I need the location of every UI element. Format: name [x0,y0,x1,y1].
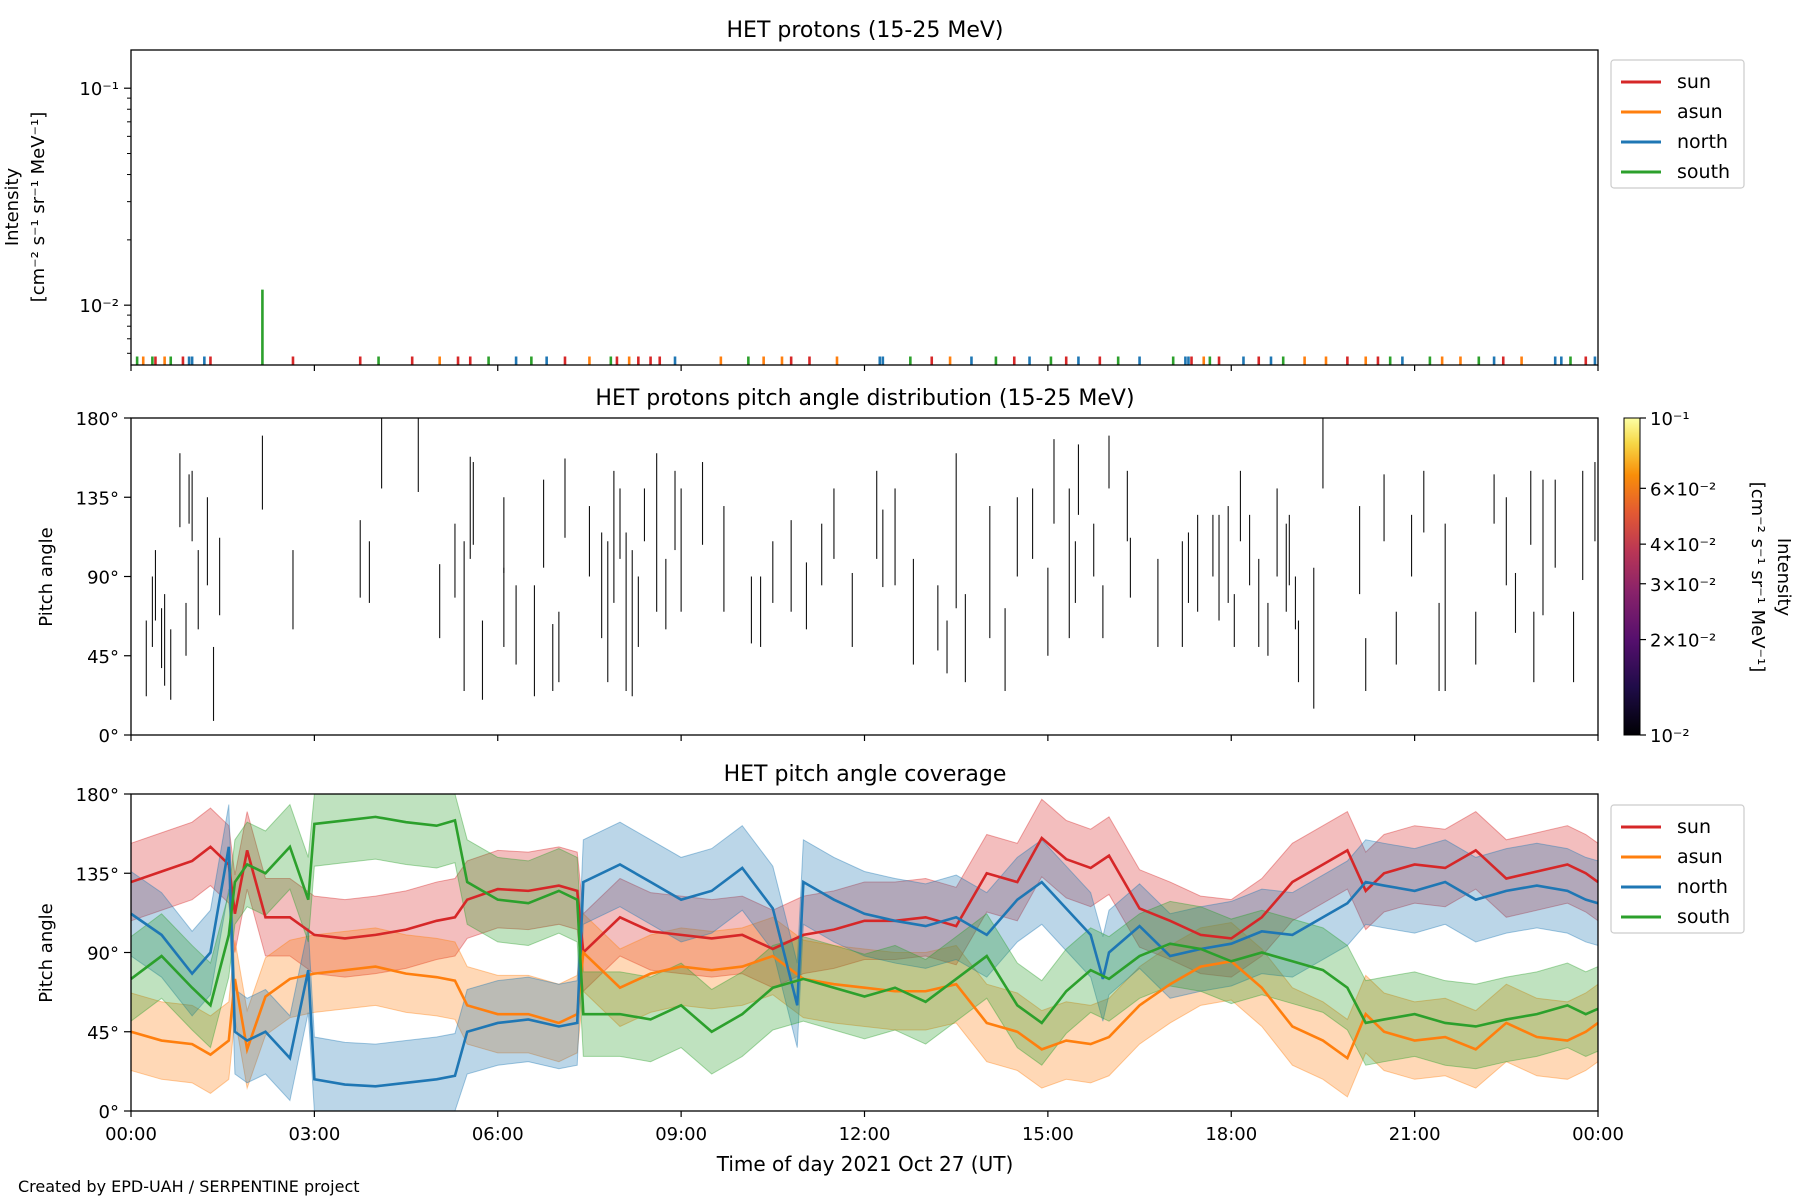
x-tick-label: 12:00 [839,1124,891,1145]
coverage-line-south [130,815,1599,1034]
legend-label-north: north [1677,876,1728,898]
colorbar-tick-label: 4×10⁻² [1650,535,1716,556]
legend-label-south: south [1677,161,1730,183]
colorbar: 10⁻¹ 6×10⁻² 4×10⁻² 3×10⁻² 2×10⁻² 10⁻² Intensit… [1623,409,1794,747]
coverage-line-north [130,846,1599,1088]
x-tick-label: 03:00 [288,1124,340,1145]
legend-box [1610,59,1745,189]
panel2-title: HET protons pitch angle distribution (15… [595,386,1134,411]
legend-label-north: north [1677,131,1728,153]
y-tick-label: 0° [99,1102,119,1123]
y-tick-label: 90° [87,944,119,965]
y-tick-label: 135° [76,864,119,885]
y-tick-label: 180° [76,785,119,806]
panel3-legend: sun asun north south [1610,804,1745,934]
colorbar-tick-label: 10⁻² [1650,726,1690,747]
y-label-line: [cm⁻² s⁻¹ sr⁻¹ MeV⁻¹] [28,112,49,303]
panel-pitch-distribution: HET protons pitch angle distribution (15… [36,386,1794,747]
y-tick-label: 180° [76,409,119,430]
panel2-x-ticks [130,735,1599,741]
y-tick-label: 10⁻² [79,296,119,317]
colorbar-tick-label: 2×10⁻² [1650,631,1716,652]
panel1-y-ticks: 10⁻¹ 10⁻² [79,79,131,354]
y-tick-label: 135° [76,488,119,509]
coverage-line-sun [130,835,1599,956]
y-tick-label: 45° [87,647,119,668]
x-axis-label: Time of day 2021 Oct 27 (UT) [716,1152,1014,1176]
x-tick-label: 18:00 [1205,1124,1257,1145]
coverage-line-asun [130,949,1599,1061]
y-tick-label: 10⁻¹ [79,79,119,100]
panel-intensity: HET protons (15-25 MeV) 10⁻¹ 10⁻² Intensi… [2,18,1745,371]
legend-label-asun: asun [1677,101,1723,123]
panel-pitch-coverage: HET pitch angle coverage 0° 45° 90° 135° 180… [36,762,1745,1145]
panel3-plot-area [130,793,1599,1112]
colorbar-tick-label: 10⁻¹ [1650,409,1690,430]
panel3-x-ticks: 00:00 03:00 06:00 09:00 12:00 15:00 18:00 21:00… [105,1111,1624,1145]
panel3-y-label: Pitch angle [36,903,57,1002]
colorbar-gradient [1623,417,1641,736]
panel1-legend: sun asun north south [1610,59,1745,189]
y-tick-label: 45° [87,1023,119,1044]
legend-label-sun: sun [1677,816,1711,838]
panel1-title: HET protons (15-25 MeV) [727,18,1004,43]
y-label-line: Intensity [2,167,23,246]
colorbar-tick-label: 6×10⁻² [1650,479,1716,500]
legend-box [1610,804,1745,934]
legend-label-sun: sun [1677,71,1711,93]
colorbar-label-line: [cm⁻² s⁻¹ sr⁻¹ MeV⁻¹] [1747,482,1768,673]
footer-credit: Created by EPD-UAH / SERPENTINE project [18,1177,360,1196]
panel2-plot-area [145,418,1596,721]
colorbar-tick-label: 3×10⁻² [1650,575,1716,596]
panel3-y-ticks: 0° 45° 90° 135° 180° [76,785,131,1123]
x-tick-label: 21:00 [1389,1124,1441,1145]
panel1-x-ticks [130,365,1599,371]
panel3-title: HET pitch angle coverage [724,762,1007,787]
y-tick-label: 0° [99,726,119,747]
panel2-y-label: Pitch angle [36,527,57,626]
legend-label-south: south [1677,906,1730,928]
x-tick-label: 15:00 [1022,1124,1074,1145]
panel2-y-ticks: 0° 45° 90° 135° 180° [76,409,131,747]
x-tick-label: 00:00 [1572,1124,1624,1145]
x-tick-label: 06:00 [472,1124,524,1145]
panel1-plot-area [135,289,1597,365]
x-tick-label: 09:00 [655,1124,707,1145]
colorbar-label-line: Intensity [1773,538,1794,617]
x-tick-label: 00:00 [105,1124,157,1145]
y-tick-label: 90° [87,568,119,589]
panel1-y-label: Intensity [cm⁻² s⁻¹ sr⁻¹ MeV⁻¹] [2,112,49,303]
legend-label-asun: asun [1677,846,1723,868]
